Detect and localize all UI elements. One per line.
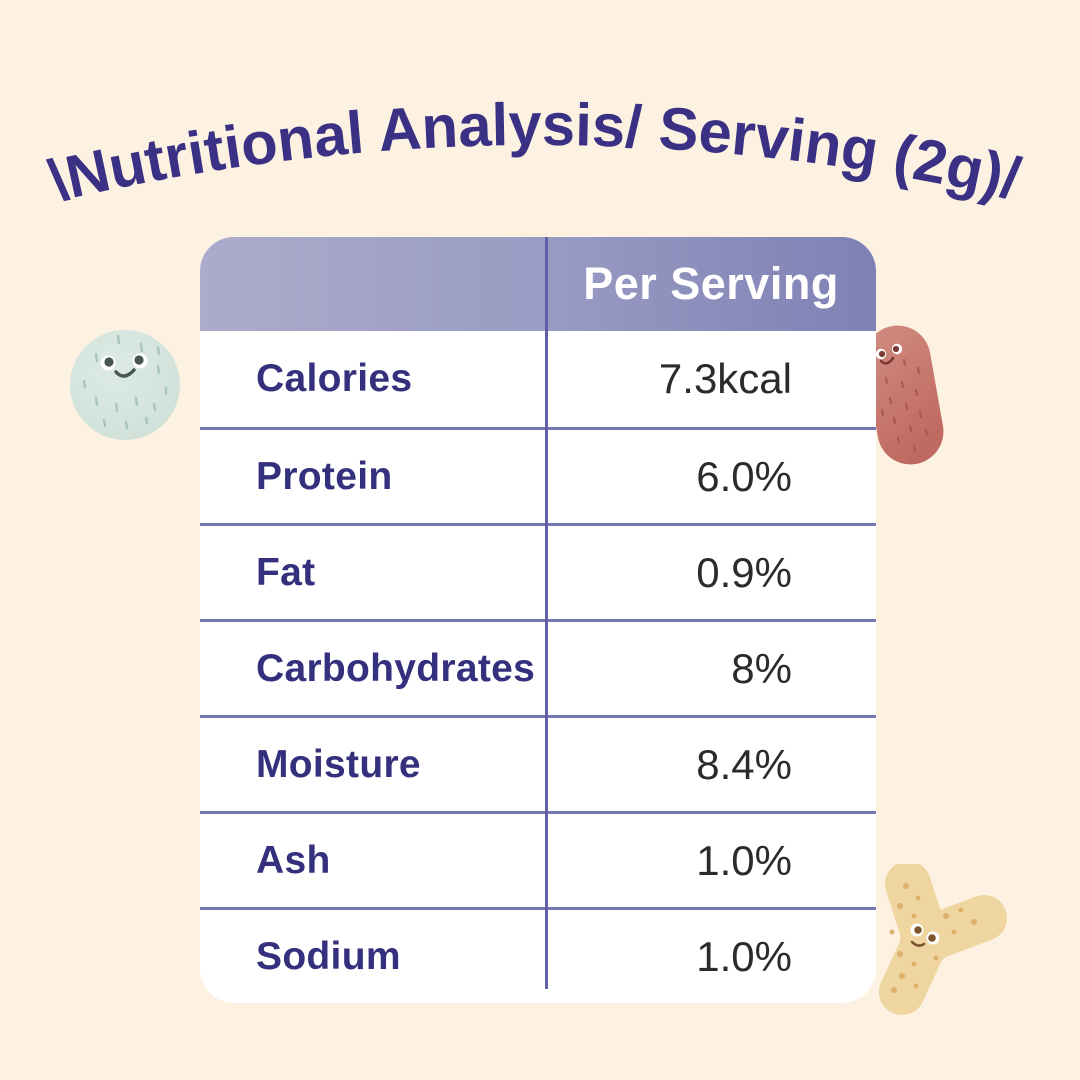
table-row: Moisture 8.4% — [200, 715, 876, 811]
red-bean-mascot-icon — [864, 325, 944, 465]
row-label: Moisture — [256, 742, 421, 786]
table-row: Fat 0.9% — [200, 523, 876, 619]
row-value: 0.9% — [696, 548, 792, 596]
table-row: Carbohydrates 8% — [200, 619, 876, 715]
header-per-serving: Per Serving — [583, 258, 839, 309]
row-label: Ash — [256, 838, 331, 882]
row-label: Sodium — [256, 934, 401, 978]
table-header-row: Per Serving — [200, 237, 876, 331]
row-value: 8.4% — [696, 740, 792, 788]
row-value: 7.3kcal — [658, 355, 792, 402]
page-title: \Nutritional Analysis/ Serving (2g)/ — [43, 91, 1027, 215]
table-row: Ash 1.0% — [200, 811, 876, 907]
table-row: Sodium 1.0% — [200, 907, 876, 1003]
column-divider — [545, 237, 548, 989]
mint-ball-mascot-icon — [70, 330, 180, 440]
table-row: Protein 6.0% — [200, 427, 876, 523]
row-label: Protein — [256, 454, 393, 498]
page-title-text: \Nutritional Analysis/ Serving (2g)/ — [43, 91, 1027, 215]
table-body: Calories 7.3kcal Protein 6.0% Fat 0.9% C… — [200, 331, 876, 1003]
nutrition-table: Per Serving Calories 7.3kcal Protein 6.0… — [200, 237, 876, 1003]
row-label: Carbohydrates — [256, 646, 536, 690]
row-value: 1.0% — [696, 932, 792, 980]
row-value: 8% — [731, 644, 792, 692]
table-row: Calories 7.3kcal — [200, 331, 876, 427]
row-label: Calories — [256, 357, 413, 400]
header-empty-cell — [200, 237, 546, 331]
yellow-star-mascot-icon — [879, 864, 1007, 1015]
row-value: 1.0% — [696, 836, 792, 884]
row-label: Fat — [256, 550, 316, 594]
row-value: 6.0% — [696, 452, 792, 500]
